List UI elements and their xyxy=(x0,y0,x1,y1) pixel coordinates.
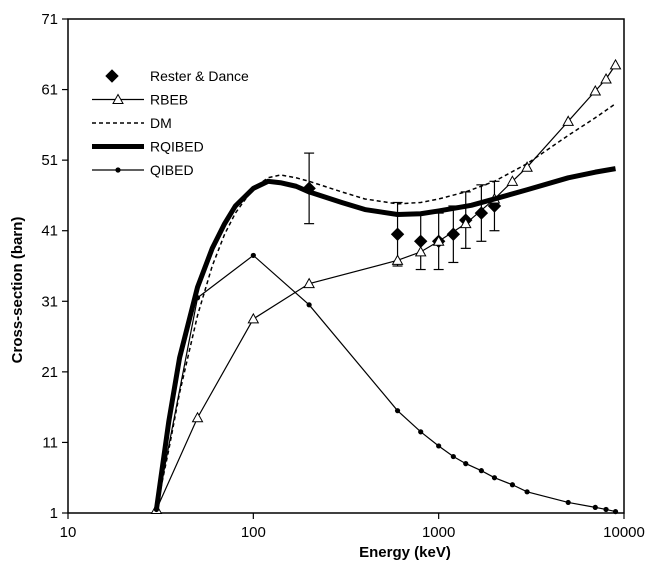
y-tick-label: 51 xyxy=(41,152,58,169)
data-point xyxy=(609,58,622,70)
data-point xyxy=(565,499,571,506)
series-line xyxy=(155,103,616,510)
data-point xyxy=(391,254,404,265)
y-tick-label: 1 xyxy=(50,505,58,522)
legend-item: Rester & Dance xyxy=(105,68,249,84)
series-rbeb xyxy=(150,58,622,514)
series-layer xyxy=(150,58,622,515)
data-point xyxy=(153,506,160,513)
y-tick-label: 11 xyxy=(42,434,58,451)
legend-label: RBEB xyxy=(150,92,188,108)
data-point xyxy=(589,84,602,96)
legend-symbol-marker xyxy=(112,93,124,104)
legend-symbol-marker xyxy=(115,167,121,173)
data-point xyxy=(459,217,472,229)
data-point xyxy=(524,489,530,495)
data-point xyxy=(394,408,401,414)
data-point xyxy=(600,72,612,84)
legend-item: RQIBED xyxy=(92,139,204,155)
data-point xyxy=(446,227,461,241)
y-tick-label: 61 xyxy=(41,82,58,99)
series-qibed xyxy=(153,252,619,515)
data-point xyxy=(418,429,424,435)
series-line xyxy=(155,254,616,513)
data-point xyxy=(250,252,256,259)
y-axis-title: Cross-section (barn) xyxy=(9,217,26,364)
legend-item: QIBED xyxy=(92,162,194,178)
y-tick-label: 71 xyxy=(41,11,58,28)
series-line xyxy=(155,64,617,510)
y-tick-label: 31 xyxy=(41,293,58,310)
data-point xyxy=(247,312,260,324)
legend-symbol xyxy=(105,69,119,83)
series-rester-dance xyxy=(302,152,502,271)
data-point xyxy=(413,234,428,249)
legend-item: RBEB xyxy=(92,92,188,108)
plot-area-border xyxy=(67,18,625,514)
data-point xyxy=(603,506,609,513)
x-axis-title: Energy (keV) xyxy=(359,544,451,561)
data-point xyxy=(478,468,484,474)
data-point xyxy=(432,235,445,246)
plot-frame xyxy=(67,18,625,514)
data-point xyxy=(194,295,201,301)
series-line xyxy=(153,166,616,510)
legend-label: DM xyxy=(150,115,172,131)
data-point xyxy=(491,475,498,481)
legend-item: DM xyxy=(92,115,172,131)
data-point xyxy=(390,227,405,241)
legend-label: RQIBED xyxy=(150,139,204,155)
data-point xyxy=(509,482,516,488)
series-dm xyxy=(155,103,616,510)
data-point xyxy=(612,508,619,515)
legend-label: QIBED xyxy=(150,162,194,178)
data-point xyxy=(414,245,427,257)
data-point xyxy=(306,302,312,308)
data-point xyxy=(303,277,315,289)
data-point xyxy=(474,206,489,220)
data-point xyxy=(436,443,442,449)
x-tick-label: 100 xyxy=(241,524,266,541)
y-tick-label: 41 xyxy=(41,223,58,240)
data-point xyxy=(463,461,469,467)
data-point xyxy=(592,504,598,510)
legend: Rester & Dance RBEB DM RQIBED QIBED xyxy=(92,68,249,178)
data-point xyxy=(191,411,204,423)
data-point xyxy=(521,161,533,172)
series-rqibed xyxy=(153,166,616,510)
data-point xyxy=(506,175,519,186)
data-point xyxy=(450,453,456,460)
y-tick-label: 21 xyxy=(41,364,58,381)
x-tick-label: 10 xyxy=(60,524,77,541)
legend-label: Rester & Dance xyxy=(150,68,249,84)
data-point xyxy=(562,115,575,126)
x-tick-label: 1000 xyxy=(422,524,455,541)
x-tick-label: 10000 xyxy=(603,524,645,541)
